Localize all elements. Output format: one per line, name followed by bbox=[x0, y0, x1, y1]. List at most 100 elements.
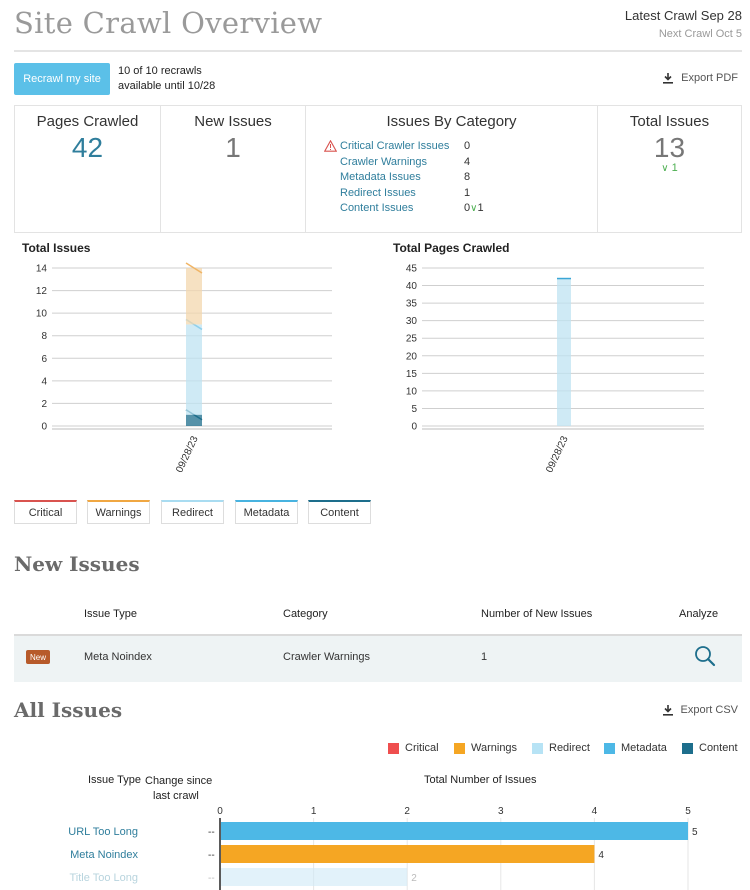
legend-content[interactable]: Content bbox=[682, 742, 738, 754]
all-issues-bar-chart: 0 1 2 3 4 5 URL Too Long -- 5 Meta Noindex -- 4 Titl… bbox=[68, 806, 698, 890]
row-category: Crawler Warnings bbox=[283, 651, 371, 663]
x-tick-label: 09/28/23 bbox=[174, 434, 201, 474]
x-tick-label: 2 bbox=[404, 806, 410, 817]
y-tick-label: 14 bbox=[36, 264, 48, 275]
y-tick-label: 35 bbox=[406, 299, 418, 310]
legend-metadata[interactable]: Metadata bbox=[604, 742, 667, 754]
change-value: -- bbox=[208, 873, 215, 884]
new-issues-value: 1 bbox=[225, 132, 241, 163]
area-warnings bbox=[186, 268, 202, 325]
row-issue-type: Meta Noindex bbox=[84, 651, 152, 663]
category-row-redirect[interactable]: Redirect Issues 1 bbox=[324, 186, 504, 202]
y-tick-label: 20 bbox=[406, 351, 418, 362]
category-row-content[interactable]: Content Issues 0∨1 bbox=[324, 201, 504, 217]
bar bbox=[221, 822, 688, 840]
category-value-with-change: 0∨1 bbox=[464, 201, 504, 217]
category-value: 8 bbox=[464, 171, 471, 183]
total-issues-label: Total Issues bbox=[629, 113, 710, 130]
total-pages-chart: 0 5 10 15 20 25 30 35 40 45 09/28/23 bbox=[406, 264, 704, 475]
change-value: -- bbox=[208, 850, 215, 861]
export-csv-button[interactable]: Export CSV bbox=[662, 704, 738, 716]
area-metadata bbox=[186, 324, 202, 415]
x-tick-label: 4 bbox=[592, 806, 598, 817]
y-tick-label: 5 bbox=[411, 404, 417, 415]
chevron-down-icon: ∨ bbox=[661, 163, 669, 174]
total-issues-change: ∨ 1 bbox=[598, 162, 741, 174]
bar bbox=[221, 868, 408, 886]
issues-by-category-card: Issues By Category Critical Crawler Issu… bbox=[306, 106, 598, 232]
table-row bbox=[14, 634, 742, 682]
new-issues-card: New Issues 1 bbox=[161, 106, 306, 232]
x-tick-label: 5 bbox=[685, 806, 691, 817]
col-change: Change since last crawl bbox=[145, 774, 212, 804]
bar bbox=[221, 845, 595, 863]
recrawl-availability: 10 of 10 recrawls available until 10/28 bbox=[118, 64, 215, 94]
issue-type-link[interactable]: Meta Noindex bbox=[70, 849, 138, 861]
issue-type-link[interactable]: Title Too Long bbox=[70, 872, 139, 884]
legend-redirect[interactable]: Redirect bbox=[161, 500, 224, 524]
category-row-critical[interactable]: Critical Crawler Issues 0 bbox=[323, 139, 504, 155]
category-value: 1 bbox=[464, 186, 471, 199]
bar-value-label: 5 bbox=[692, 827, 698, 838]
y-tick-label: 8 bbox=[41, 331, 47, 342]
total-issues-card: Total Issues 13 ∨ 1 bbox=[598, 106, 741, 232]
export-pdf-label: Export PDF bbox=[681, 72, 738, 84]
stats-panel: Pages Crawled 42 New Issues 1 Issues By … bbox=[14, 105, 742, 233]
recrawl-button[interactable]: Recrawl my site bbox=[14, 63, 110, 95]
legend-label: Redirect bbox=[549, 742, 590, 754]
total-pages-chart-title: Total Pages Crawled bbox=[393, 241, 510, 255]
legend-content[interactable]: Content bbox=[308, 500, 371, 524]
legend-critical[interactable]: Critical bbox=[14, 500, 77, 524]
category-value: 0 bbox=[464, 140, 471, 152]
y-tick-label: 10 bbox=[406, 386, 418, 397]
col-total-number: Total Number of Issues bbox=[424, 774, 537, 786]
series-line bbox=[185, 262, 203, 274]
col-category: Category bbox=[283, 608, 328, 620]
category-name: Metadata Issues bbox=[340, 171, 421, 183]
legend-label: Warnings bbox=[471, 742, 518, 754]
y-tick-label: 40 bbox=[406, 281, 418, 292]
export-pdf-button[interactable]: Export PDF bbox=[663, 72, 738, 84]
pages-crawled-card: Pages Crawled 42 bbox=[15, 106, 161, 232]
category-name: Redirect Issues bbox=[340, 186, 416, 199]
new-issues-heading: New Issues bbox=[14, 552, 140, 576]
download-icon bbox=[663, 73, 674, 84]
download-icon bbox=[662, 705, 673, 716]
y-tick-label: 25 bbox=[406, 334, 418, 345]
export-csv-label: Export CSV bbox=[680, 704, 738, 716]
y-tick-label: 10 bbox=[36, 309, 48, 320]
category-row-warnings[interactable]: Crawler Warnings 4 bbox=[324, 155, 504, 171]
category-row-metadata[interactable]: Metadata Issues 8 bbox=[324, 170, 504, 186]
legend-critical[interactable]: Critical bbox=[388, 742, 439, 754]
all-issues-heading: All Issues bbox=[14, 698, 123, 722]
legend-redirect[interactable]: Redirect bbox=[532, 742, 590, 754]
y-tick-label: 6 bbox=[41, 354, 47, 365]
search-icon[interactable] bbox=[694, 645, 716, 672]
legend-swatch bbox=[532, 742, 543, 754]
legend-label: Critical bbox=[405, 742, 439, 754]
pages-crawled-label: Pages Crawled bbox=[36, 113, 139, 130]
recrawl-until: available until 10/28 bbox=[118, 80, 216, 92]
category-change: 1 bbox=[477, 202, 484, 214]
latest-crawl-date: Latest Crawl Sep 28 bbox=[624, 8, 742, 23]
col-change-line1: Change since bbox=[145, 775, 213, 787]
total-issues-chart: 0 2 4 6 8 10 12 14 09/28/23 bbox=[36, 262, 332, 475]
y-tick-label: 0 bbox=[41, 422, 47, 433]
col-change-line2: last crawl bbox=[153, 790, 199, 802]
x-tick-label: 1 bbox=[311, 806, 317, 817]
issue-type-link[interactable]: URL Too Long bbox=[68, 826, 138, 838]
next-crawl-date: Next Crawl Oct 5 bbox=[658, 28, 742, 40]
legend-metadata[interactable]: Metadata bbox=[235, 500, 298, 524]
legend-label: Metadata bbox=[621, 742, 667, 754]
col-number-new: Number of New Issues bbox=[481, 608, 593, 620]
total-issues-value: 13 bbox=[653, 132, 686, 163]
legend-warnings[interactable]: Warnings bbox=[87, 500, 150, 524]
category-list: Critical Crawler Issues 0 Crawler Warnin… bbox=[323, 139, 504, 217]
legend-warnings[interactable]: Warnings bbox=[454, 742, 517, 754]
recrawl-count: 10 of 10 recrawls bbox=[118, 65, 202, 77]
y-tick-label: 45 bbox=[406, 264, 418, 275]
header-divider bbox=[14, 50, 742, 52]
y-tick-label: 4 bbox=[41, 376, 47, 387]
col-issue-type: Issue Type bbox=[84, 608, 137, 620]
category-value: 4 bbox=[464, 155, 471, 168]
